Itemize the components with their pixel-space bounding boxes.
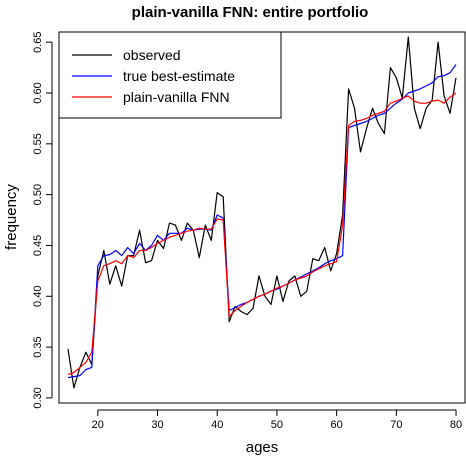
x-tick-label: 70 [390, 419, 402, 431]
y-tick-label: 0.55 [32, 133, 44, 154]
y-tick-label: 0.45 [32, 235, 44, 256]
y-tick-label: 0.40 [32, 286, 44, 307]
x-tick-label: 80 [450, 419, 462, 431]
x-axis: 20 30 40 50 60 70 80 [92, 409, 462, 431]
y-tick-label: 0.50 [32, 184, 44, 205]
x-axis-title: ages [246, 439, 279, 456]
x-tick-label: 50 [271, 419, 283, 431]
x-tick-label: 40 [211, 419, 223, 431]
chart-title: plain-vanilla FNN: entire portfolio [132, 4, 369, 21]
y-tick-label: 0.65 [32, 31, 44, 52]
y-axis: 0.30 0.35 0.40 0.45 0.50 0.55 0.60 0.65 [32, 31, 53, 409]
y-tick-label: 0.60 [32, 82, 44, 103]
x-tick-label: 20 [92, 419, 104, 431]
y-tick-label: 0.30 [32, 387, 44, 408]
x-tick-label: 60 [331, 419, 343, 431]
legend-label: true best-estimate [123, 68, 235, 84]
legend: observed true best-estimate plain-vanilla … [58, 31, 282, 119]
legend-label: plain-vanilla FNN [123, 89, 230, 105]
y-tick-label: 0.35 [32, 336, 44, 357]
series-line-plain-vanilla-fnn [67, 92, 457, 376]
legend-box [58, 31, 282, 119]
y-axis-title: frequency [3, 184, 20, 250]
series-line-observed [67, 36, 457, 389]
x-tick-label: 30 [151, 419, 163, 431]
series-layer [67, 36, 457, 389]
legend-label: observed [123, 47, 181, 63]
